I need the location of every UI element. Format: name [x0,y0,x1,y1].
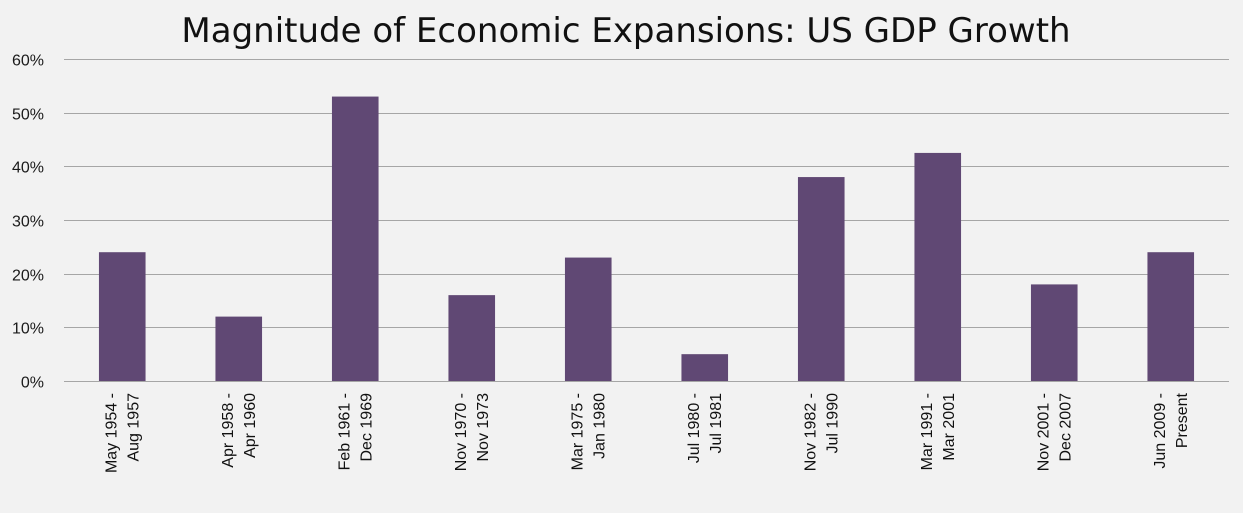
y-tick-label: 60% [12,53,44,70]
x-tick-label: Jun 2009 - Present [1152,392,1191,468]
bar [564,257,612,381]
x-tick-label: May 1954 - Aug 1957 [103,393,142,473]
x-tick-label-line: Nov 1970 - [453,393,470,471]
y-tick-label: 30% [12,214,44,231]
x-tick-label-line: Dec 2007 [1057,393,1074,462]
bar [914,152,962,381]
x-tick-label: Nov 1970 - Nov 1973 [453,393,492,471]
x-tick-label-line: Mar 1991 - [919,393,936,470]
bar [681,354,729,381]
chart-title: Magnitude of Economic Expansions: US GDP… [181,11,1070,51]
x-tick-label-line: Nov 1973 [475,393,492,462]
x-tick-label-line: Nov 2001 - [1035,393,1052,471]
x-tick-label: Jul 1980 - Jul 1981 [686,393,725,463]
x-tick-label-line: Jun 2009 - [1152,393,1169,469]
x-tick-label-line: Nov 1982 - [802,393,819,471]
x-tick-label-line: Jul 1990 [824,393,841,454]
bar [1147,252,1195,381]
x-tick-label: Feb 1961 - Dec 1969 [336,393,375,470]
x-tick-label-line: Jul 1980 - [686,393,703,463]
x-tick-label: Nov 2001 - Dec 2007 [1035,393,1074,471]
x-tick-label-line: Dec 1969 [358,393,375,462]
x-tick-label: Mar 1991 - Mar 2001 [919,393,958,470]
x-tick-label: Mar 1975 - Jan 1980 [569,393,608,470]
bar [331,96,379,382]
bar [98,252,146,381]
y-axis-ticks: 0% 10% 20% 30% 40% 50% 60% [12,53,44,392]
y-tick-label: 20% [12,268,44,285]
x-tick-label: Nov 1982 - Jul 1990 [802,393,841,471]
bar [448,295,496,381]
x-tick-label-line: Aug 1957 [125,393,142,462]
x-tick-label-line: May 1954 - [103,393,120,473]
x-tick-label-line: Mar 1975 - [569,393,586,470]
x-tick-label-line: Jul 1981 [708,393,725,454]
x-tick-label-line: Feb 1961 - [336,393,353,470]
x-tick-label-line: Jan 1980 [591,393,608,459]
x-tick-label: Apr 1958 - Apr 1960 [220,393,259,468]
x-tick-label-line: Apr 1960 [242,393,259,458]
bar [215,316,263,381]
y-tick-label: 40% [12,160,44,177]
y-tick-label: 0% [21,375,44,392]
y-tick-label: 10% [12,321,44,338]
y-tick-label: 50% [12,107,44,124]
x-tick-label-line: Apr 1958 - [220,393,237,468]
x-tick-label-line: Mar 2001 [941,393,958,461]
bar [1030,284,1078,381]
bar [797,177,845,381]
bars [98,96,1195,382]
x-axis-ticks: May 1954 - Aug 1957 Apr 1958 - Apr 1960 Feb … [103,392,1191,473]
x-tick-label-line: Present [1174,392,1191,448]
